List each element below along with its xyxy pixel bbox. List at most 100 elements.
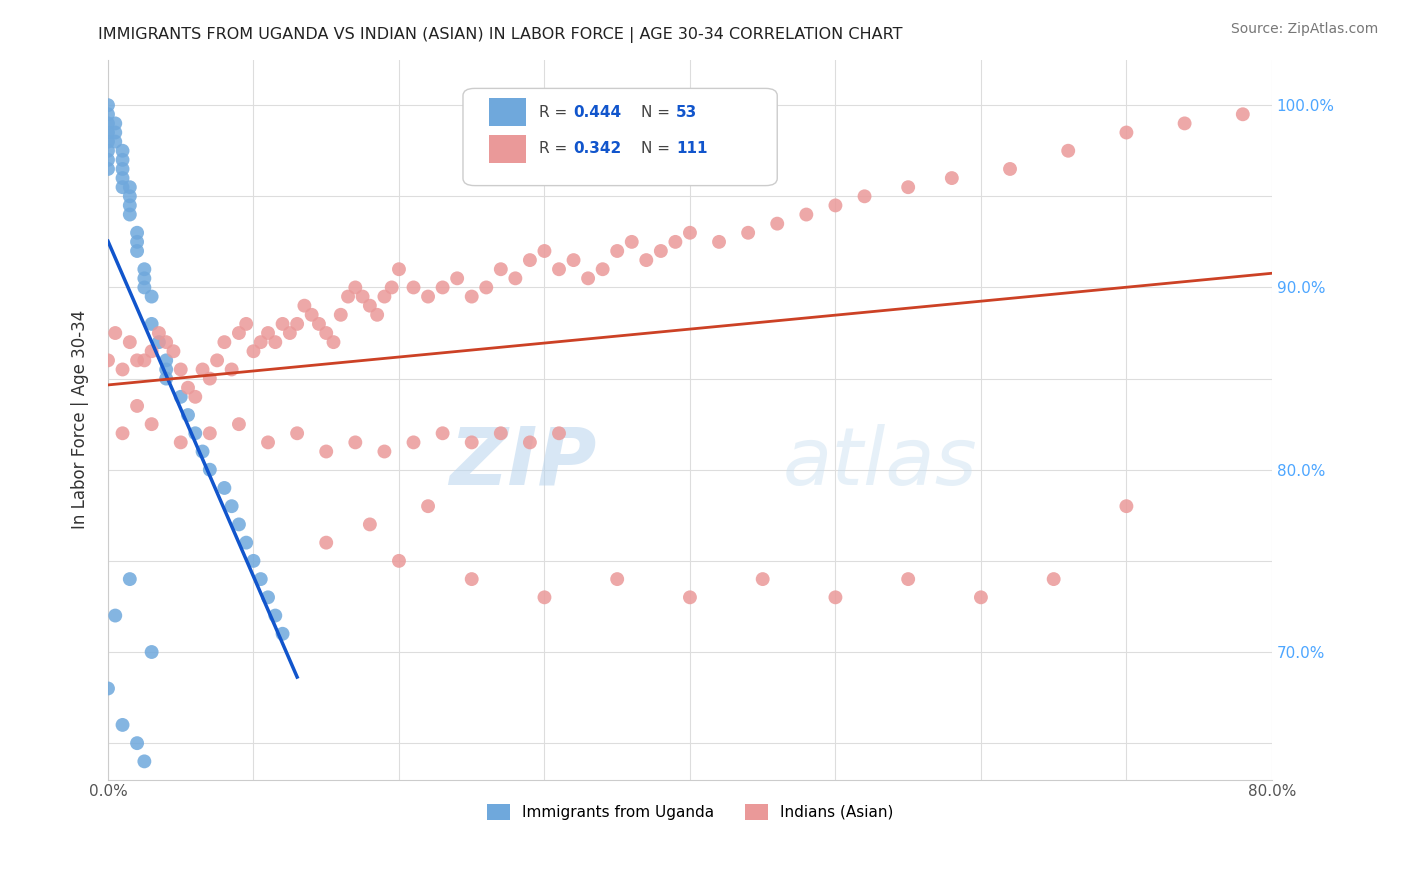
Point xyxy=(221,499,243,513)
Point xyxy=(285,317,308,331)
Point xyxy=(1057,144,1080,158)
Point xyxy=(235,535,257,549)
Point xyxy=(650,244,672,258)
Point xyxy=(352,289,374,303)
Point xyxy=(432,426,454,441)
Point xyxy=(155,335,177,350)
Y-axis label: In Labor Force | Age 30-34: In Labor Force | Age 30-34 xyxy=(72,310,89,529)
FancyBboxPatch shape xyxy=(489,136,526,162)
Point xyxy=(970,591,993,605)
Point xyxy=(315,326,337,340)
Point xyxy=(170,435,193,450)
Point xyxy=(533,591,555,605)
Text: ZIP: ZIP xyxy=(450,424,596,502)
Point xyxy=(257,435,280,450)
Point xyxy=(134,755,156,769)
Text: N =: N = xyxy=(641,104,675,120)
Point xyxy=(941,171,963,186)
Point xyxy=(794,208,817,222)
Text: 0.342: 0.342 xyxy=(574,141,621,156)
Point xyxy=(97,126,120,140)
Point xyxy=(337,289,360,303)
Point xyxy=(242,344,264,359)
Point xyxy=(824,198,846,212)
Point xyxy=(257,591,280,605)
Point xyxy=(214,481,236,495)
Point xyxy=(134,271,156,285)
Point xyxy=(897,572,920,586)
Point xyxy=(97,116,120,130)
Point xyxy=(170,362,193,376)
Point xyxy=(751,572,773,586)
Point xyxy=(519,253,541,268)
Point xyxy=(134,353,156,368)
Point xyxy=(127,226,149,240)
Text: N =: N = xyxy=(641,141,675,156)
Point xyxy=(104,116,127,130)
Point xyxy=(344,435,367,450)
Point xyxy=(824,591,846,605)
Point xyxy=(294,299,316,313)
Point xyxy=(271,627,294,641)
Text: 53: 53 xyxy=(676,104,697,120)
Point xyxy=(359,517,381,532)
FancyBboxPatch shape xyxy=(489,98,526,126)
Point xyxy=(242,554,264,568)
Point xyxy=(548,426,571,441)
Point xyxy=(562,253,585,268)
Point xyxy=(489,262,512,277)
Point xyxy=(191,444,214,458)
Point xyxy=(519,435,541,450)
Point xyxy=(191,362,214,376)
Point xyxy=(104,135,127,149)
Point xyxy=(118,180,141,194)
Point xyxy=(533,244,555,258)
Point xyxy=(104,126,127,140)
Point xyxy=(460,572,482,586)
Point xyxy=(489,426,512,441)
Point xyxy=(111,171,134,186)
Point xyxy=(118,335,141,350)
Point xyxy=(205,353,228,368)
Point xyxy=(329,308,352,322)
Point xyxy=(134,262,156,277)
Point xyxy=(315,444,337,458)
Point xyxy=(897,180,920,194)
Point xyxy=(127,736,149,750)
Point xyxy=(373,444,395,458)
FancyBboxPatch shape xyxy=(463,88,778,186)
Point xyxy=(97,98,120,112)
Point xyxy=(446,271,468,285)
Point xyxy=(104,608,127,623)
Point xyxy=(97,135,120,149)
Point xyxy=(111,718,134,732)
Point xyxy=(402,280,425,294)
Point xyxy=(344,280,367,294)
Point xyxy=(1115,499,1137,513)
Point xyxy=(141,344,163,359)
Point xyxy=(162,344,184,359)
Point xyxy=(118,572,141,586)
Text: Source: ZipAtlas.com: Source: ZipAtlas.com xyxy=(1230,22,1378,37)
Point xyxy=(707,235,730,249)
Point xyxy=(271,317,294,331)
Point xyxy=(1115,126,1137,140)
Text: 0.444: 0.444 xyxy=(574,104,621,120)
Point xyxy=(620,235,643,249)
Point xyxy=(679,591,702,605)
Point xyxy=(127,399,149,413)
Point xyxy=(155,353,177,368)
Point xyxy=(679,226,702,240)
Point xyxy=(184,390,207,404)
Point xyxy=(111,426,134,441)
Point xyxy=(228,417,250,432)
Point xyxy=(177,381,200,395)
Point xyxy=(257,326,280,340)
Point xyxy=(322,335,344,350)
Point xyxy=(388,262,411,277)
Point xyxy=(97,107,120,121)
Point xyxy=(148,326,170,340)
Point xyxy=(301,308,323,322)
Point xyxy=(118,189,141,203)
Point xyxy=(388,554,411,568)
